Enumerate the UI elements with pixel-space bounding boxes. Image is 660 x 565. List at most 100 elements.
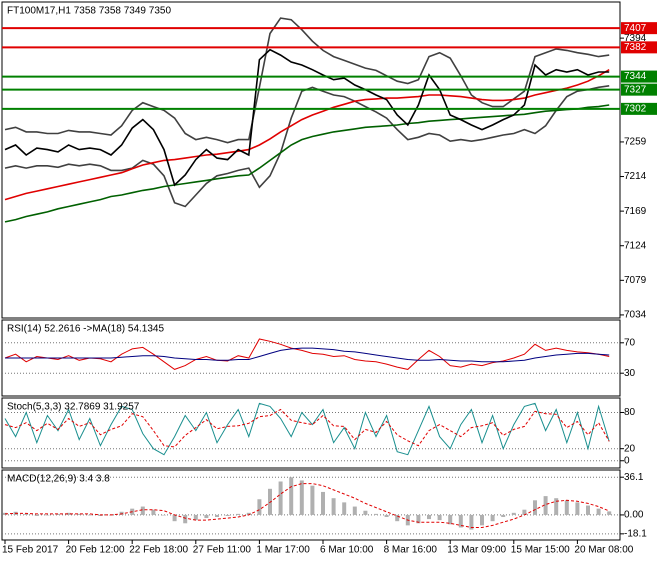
histogram-bar <box>299 480 304 515</box>
series-line <box>4 17 610 144</box>
y-tick-label: 80 <box>624 407 636 418</box>
x-tick-label: 20 Feb 12:00 <box>66 545 125 556</box>
histogram-bar <box>395 514 400 522</box>
level-label-box <box>621 70 657 83</box>
histogram-bar <box>448 514 453 525</box>
x-tick-label: 22 Feb 18:00 <box>129 545 188 556</box>
histogram-bar <box>607 511 612 515</box>
level-label-box <box>621 83 657 96</box>
histogram-bar <box>98 514 103 516</box>
level-label: 7344 <box>624 71 647 82</box>
y-tick-label: 70 <box>624 337 636 348</box>
histogram-bar <box>140 506 145 515</box>
y-tick-label: 0.00 <box>624 510 644 521</box>
series-line <box>4 48 610 187</box>
level-label: 7327 <box>624 84 647 95</box>
y-tick-label: 36.1 <box>624 472 644 483</box>
panel-frame <box>1 397 621 469</box>
histogram-bar <box>45 514 50 516</box>
histogram-bar <box>501 514 506 518</box>
panel-frame <box>1 1 621 319</box>
y-tick-label: 7394 <box>624 33 647 44</box>
histogram-bar <box>427 514 431 520</box>
histogram-bar <box>151 509 156 515</box>
panel-title: Stoch(5,3,3) 32.7869 31.9257 <box>7 402 140 413</box>
histogram-bar <box>246 512 251 515</box>
histogram-bar <box>511 512 516 515</box>
histogram-bar <box>119 511 124 515</box>
histogram-bar <box>66 512 71 515</box>
histogram-bar <box>34 514 39 516</box>
panel-title: FT100M17,H1 7358 7358 7349 7350 <box>7 6 171 17</box>
y-tick-label: 30 <box>624 368 636 379</box>
histogram-bar <box>490 514 495 522</box>
histogram-bar <box>554 498 559 515</box>
histogram-bar <box>384 514 389 518</box>
histogram-bar <box>321 491 325 515</box>
y-tick-label: 20 <box>624 443 636 454</box>
histogram-bar <box>480 514 484 526</box>
level-label: 7407 <box>624 23 647 34</box>
histogram-bar <box>289 477 294 515</box>
histogram-bar <box>533 500 537 515</box>
histogram-bar <box>469 514 474 530</box>
level-label: 7382 <box>624 42 647 53</box>
histogram-bar <box>77 513 82 515</box>
level-label-box <box>621 102 657 115</box>
histogram-bar <box>162 514 166 516</box>
histogram-bar <box>172 514 177 522</box>
x-tick-label: 15 Mar 15:00 <box>511 545 570 556</box>
histogram-bar <box>183 514 188 524</box>
histogram-bar <box>596 508 601 515</box>
y-tick-label: 0 <box>624 455 630 466</box>
series-line <box>4 338 610 370</box>
histogram-bar <box>310 485 315 515</box>
histogram-bar <box>586 505 590 515</box>
histogram-bar <box>575 502 580 515</box>
series-line <box>4 483 610 528</box>
histogram-bar <box>193 514 198 521</box>
histogram-bar <box>331 498 336 515</box>
panel-frame <box>1 469 621 541</box>
histogram-bar <box>236 513 241 515</box>
series-line <box>4 104 610 223</box>
series-line <box>4 69 610 201</box>
y-tick-label: 7169 <box>624 206 647 217</box>
histogram-bar <box>458 514 463 528</box>
histogram-bar <box>204 514 209 519</box>
series-line <box>4 408 610 448</box>
level-label-box <box>621 22 657 35</box>
x-tick-label: 1 Mar 17:00 <box>256 545 310 556</box>
histogram-bar <box>363 510 368 515</box>
panel-frame <box>1 319 621 397</box>
histogram-bar <box>225 514 230 516</box>
series-line <box>4 402 610 456</box>
histogram-bar <box>24 513 29 515</box>
histogram-bar <box>278 481 283 515</box>
series-line <box>5 347 610 363</box>
x-tick-label: 20 Mar 08:00 <box>574 545 633 556</box>
histogram-bar <box>56 513 60 515</box>
x-tick-label: 6 Mar 10:00 <box>320 545 374 556</box>
y-tick-label: 7034 <box>624 310 647 321</box>
y-tick-label: 7124 <box>624 240 647 251</box>
level-label-box <box>621 41 657 54</box>
panel-title: RSI(14) 52.2616 ->MA(18) 54.1345 <box>7 324 164 335</box>
histogram-bar <box>374 513 378 515</box>
x-tick-label: 8 Mar 16:00 <box>384 545 438 556</box>
y-tick-label: 7079 <box>624 275 647 286</box>
histogram-bar <box>257 499 262 515</box>
y-tick-label: -18.1 <box>624 528 647 539</box>
histogram-bar <box>522 509 527 515</box>
histogram-bar <box>215 514 219 518</box>
level-label: 7302 <box>624 104 647 115</box>
y-tick-label: 7259 <box>624 137 647 148</box>
histogram-bar <box>342 502 347 515</box>
histogram-bar <box>87 514 92 516</box>
histogram-bar <box>416 514 421 524</box>
x-tick-label: 27 Feb 11:00 <box>193 545 252 556</box>
panel-title: MACD(12,26,9) 3.4 3.8 <box>7 474 110 485</box>
histogram-bar <box>543 496 548 515</box>
histogram-bar <box>352 506 357 515</box>
